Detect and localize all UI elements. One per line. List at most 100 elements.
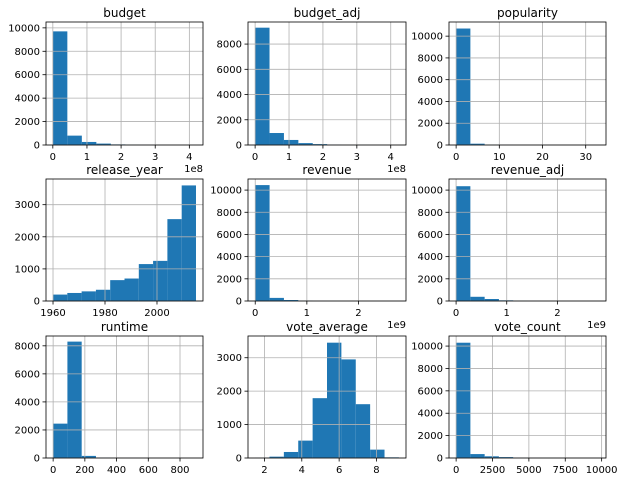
subplot-revenue: 0 1 2 0 2000 4000 6000 8000 10000 revenue 1e9 — [210, 163, 407, 331]
x-tick-label: 2500 — [480, 465, 505, 476]
histogram-bar — [255, 185, 270, 301]
y-tick-label: 3000 — [15, 200, 40, 211]
histogram-bar — [269, 297, 284, 301]
y-tick-label: 8000 — [418, 364, 443, 375]
x-tick-label: 2 — [355, 308, 361, 319]
y-tick-label: 6000 — [418, 75, 443, 86]
y-tick-label: 4000 — [15, 397, 40, 408]
y-tick-label: 10000 — [8, 23, 40, 34]
histogram-bar — [95, 289, 111, 301]
x-tick-label: 1 — [304, 308, 310, 319]
subplot-budget: 0 1 2 3 4 0 2000 4000 6000 8000 10000 budget 1e8 — [8, 6, 204, 175]
x-tick-label: 2 — [261, 465, 267, 476]
y-tick-label: 6000 — [15, 70, 40, 81]
axis-offset-label: 1e9 — [387, 320, 406, 331]
subplot-vote-average: 2 4 6 8 0 1000 2000 3000 vote_average — [217, 320, 407, 476]
x-tick-label: 5000 — [516, 465, 541, 476]
y-tick-label: 8000 — [217, 208, 242, 219]
subplot-popularity: 0 10 20 30 0 2000 4000 6000 8000 10000 popularity — [411, 6, 607, 163]
y-tick-label: 2000 — [418, 274, 443, 285]
x-tick-label: 400 — [107, 465, 126, 476]
histogram-bar — [81, 141, 97, 145]
y-tick-label: 0 — [236, 141, 242, 152]
axis-offset-label: 1e8 — [184, 164, 203, 175]
y-tick-label: 2000 — [217, 274, 242, 285]
histogram-bar — [67, 135, 82, 145]
y-tick-label: 0 — [437, 454, 443, 465]
histogram-bar — [470, 296, 485, 301]
histogram-bar — [53, 294, 68, 301]
axis-offset-label: 1e8 — [387, 164, 406, 175]
y-tick-label: 2000 — [217, 115, 242, 126]
subplot-title: runtime — [101, 320, 148, 334]
histogram-bar — [255, 27, 270, 145]
y-tick-label: 3000 — [217, 353, 242, 364]
x-tick-label: 2 — [554, 308, 560, 319]
y-tick-label: 2000 — [15, 232, 40, 243]
histogram-bar — [312, 144, 328, 145]
axes-frame — [247, 21, 407, 146]
axes-frame — [247, 335, 407, 459]
histogram-bar — [67, 292, 82, 301]
x-tick-label: 4 — [186, 152, 192, 163]
histogram-bar — [52, 31, 68, 145]
x-tick-label: 2 — [320, 152, 326, 163]
axes-frame — [45, 178, 204, 302]
y-tick-label: 6000 — [217, 230, 242, 241]
x-tick-label: 0 — [453, 152, 459, 163]
subplot-title: release_year — [86, 163, 163, 177]
histogram-bar — [167, 219, 182, 301]
histogram-bar — [283, 451, 299, 458]
axes-frame — [247, 178, 407, 302]
x-tick-label: 10 — [493, 152, 506, 163]
x-tick-label: 0 — [252, 308, 258, 319]
x-tick-label: 1 — [84, 152, 90, 163]
x-tick-label: 4 — [299, 465, 305, 476]
subplot-title: popularity — [497, 6, 558, 20]
x-tick-label: 1980 — [92, 308, 117, 319]
axes-frame — [448, 178, 607, 302]
x-tick-label: 6 — [336, 465, 342, 476]
histogram-bar — [341, 359, 356, 458]
histogram-bar — [181, 185, 196, 301]
y-tick-label: 10000 — [210, 186, 242, 197]
x-tick-label: 800 — [170, 465, 189, 476]
x-tick-label: 1 — [286, 152, 292, 163]
histogram-bar — [81, 291, 96, 301]
y-tick-label: 2000 — [15, 117, 40, 128]
y-tick-label: 2000 — [418, 431, 443, 442]
x-tick-label: 7500 — [553, 465, 578, 476]
y-tick-label: 2000 — [217, 387, 242, 398]
x-tick-label: 1 — [504, 308, 510, 319]
x-tick-label: 0 — [453, 465, 459, 476]
subplot-title: revenue — [302, 163, 351, 177]
axes-frame — [45, 21, 204, 146]
y-tick-label: 8000 — [15, 47, 40, 58]
axis-offset-label: 1e9 — [587, 320, 606, 331]
histogram-bar — [110, 280, 125, 301]
y-tick-label: 8000 — [418, 208, 443, 219]
subplot-title: budget_adj — [294, 6, 361, 20]
histogram-bar — [298, 440, 313, 458]
y-tick-label: 10000 — [411, 186, 443, 197]
x-tick-label: 2 — [118, 152, 124, 163]
x-tick-label: 2000 — [144, 308, 169, 319]
histogram-bar — [124, 278, 139, 301]
subplot-release-year: 1960 1980 2000 0 1000 2000 3000 release_year — [15, 163, 204, 319]
x-tick-label: 0 — [453, 308, 459, 319]
histogram-bar — [470, 454, 485, 458]
y-tick-label: 4000 — [418, 252, 443, 263]
y-tick-label: 0 — [34, 297, 40, 308]
y-tick-label: 6000 — [418, 230, 443, 241]
histogram-bar — [456, 342, 471, 458]
x-tick-label: 8 — [373, 465, 379, 476]
x-tick-label: 0 — [50, 465, 56, 476]
axes-frame — [448, 335, 607, 459]
x-tick-label: 10000 — [586, 465, 618, 476]
y-tick-label: 2000 — [15, 425, 40, 436]
histogram-bar — [96, 143, 111, 145]
y-tick-label: 6000 — [418, 386, 443, 397]
y-tick-label: 4000 — [217, 90, 242, 101]
y-tick-label: 0 — [437, 297, 443, 308]
